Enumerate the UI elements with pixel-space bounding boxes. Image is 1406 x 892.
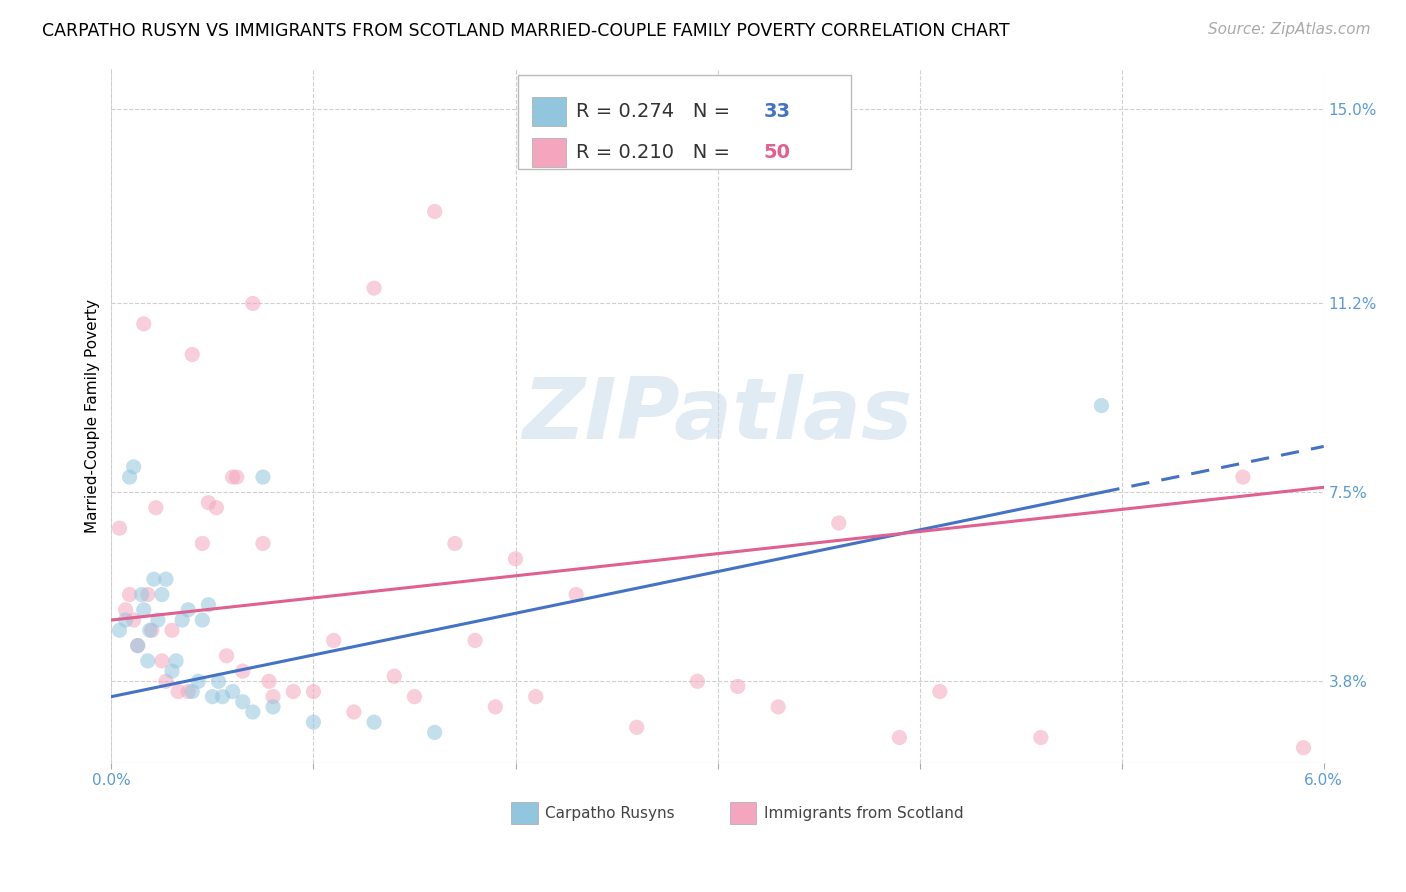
Point <box>1029 731 1052 745</box>
Point <box>197 598 219 612</box>
Point <box>221 684 243 698</box>
Point <box>150 587 173 601</box>
Point <box>122 613 145 627</box>
Point <box>155 572 177 586</box>
Point <box>363 715 385 730</box>
Bar <box>531 137 567 167</box>
Point <box>686 674 709 689</box>
Point <box>207 674 229 689</box>
Point <box>205 500 228 515</box>
Point <box>136 654 159 668</box>
Point <box>145 500 167 515</box>
Point <box>142 572 165 586</box>
Point <box>167 684 190 698</box>
Point <box>565 587 588 601</box>
Point <box>626 720 648 734</box>
Point <box>114 603 136 617</box>
Text: ZIPatlas: ZIPatlas <box>523 375 912 458</box>
Point <box>505 551 527 566</box>
Point <box>232 695 254 709</box>
Point <box>363 281 385 295</box>
Point <box>221 470 243 484</box>
Point <box>215 648 238 663</box>
Point <box>141 624 163 638</box>
Text: R = 0.274   N =: R = 0.274 N = <box>575 102 737 120</box>
Point <box>252 536 274 550</box>
Point <box>225 470 247 484</box>
Point <box>211 690 233 704</box>
Point <box>524 690 547 704</box>
Point <box>928 684 950 698</box>
Point <box>118 470 141 484</box>
Point <box>1292 740 1315 755</box>
Point <box>191 613 214 627</box>
Point <box>172 613 194 627</box>
Point <box>423 725 446 739</box>
Point <box>201 690 224 704</box>
Point <box>108 624 131 638</box>
Point <box>131 587 153 601</box>
Point <box>242 705 264 719</box>
Point <box>132 317 155 331</box>
Point <box>177 684 200 698</box>
Point <box>242 296 264 310</box>
Point <box>108 521 131 535</box>
Point <box>283 684 305 698</box>
Point <box>181 347 204 361</box>
Point <box>343 705 366 719</box>
Point <box>302 684 325 698</box>
Point <box>322 633 344 648</box>
Point <box>146 613 169 627</box>
Text: 50: 50 <box>763 143 790 161</box>
Point <box>136 587 159 601</box>
Point <box>127 639 149 653</box>
Point <box>197 495 219 509</box>
Y-axis label: Married-Couple Family Poverty: Married-Couple Family Poverty <box>86 299 100 533</box>
Point <box>302 715 325 730</box>
Point <box>828 516 851 530</box>
Point <box>232 664 254 678</box>
Point <box>187 674 209 689</box>
Point <box>444 536 467 550</box>
Point <box>165 654 187 668</box>
Point <box>122 459 145 474</box>
Point <box>484 699 506 714</box>
Point <box>114 613 136 627</box>
Point <box>139 624 162 638</box>
Point <box>177 603 200 617</box>
Point <box>252 470 274 484</box>
Point <box>262 699 284 714</box>
Text: Source: ZipAtlas.com: Source: ZipAtlas.com <box>1208 22 1371 37</box>
Point <box>160 624 183 638</box>
Point <box>766 699 789 714</box>
Text: 33: 33 <box>763 102 790 120</box>
FancyBboxPatch shape <box>517 76 851 169</box>
Text: R = 0.210   N =: R = 0.210 N = <box>575 143 735 161</box>
Point <box>160 664 183 678</box>
Point <box>1090 399 1112 413</box>
Point <box>257 674 280 689</box>
Point <box>727 680 749 694</box>
Point <box>118 587 141 601</box>
Bar <box>730 802 756 824</box>
Point <box>382 669 405 683</box>
Point <box>127 639 149 653</box>
Point <box>155 674 177 689</box>
Point <box>404 690 426 704</box>
Point <box>889 731 911 745</box>
Point <box>262 690 284 704</box>
Point <box>423 204 446 219</box>
Text: Immigrants from Scotland: Immigrants from Scotland <box>763 805 963 821</box>
Point <box>191 536 214 550</box>
Text: Carpatho Rusyns: Carpatho Rusyns <box>546 805 675 821</box>
Point <box>181 684 204 698</box>
Point <box>464 633 486 648</box>
Point <box>1232 470 1254 484</box>
Point <box>132 603 155 617</box>
Bar <box>531 96 567 126</box>
Bar <box>512 802 538 824</box>
Point <box>150 654 173 668</box>
Text: CARPATHO RUSYN VS IMMIGRANTS FROM SCOTLAND MARRIED-COUPLE FAMILY POVERTY CORRELA: CARPATHO RUSYN VS IMMIGRANTS FROM SCOTLA… <box>42 22 1010 40</box>
